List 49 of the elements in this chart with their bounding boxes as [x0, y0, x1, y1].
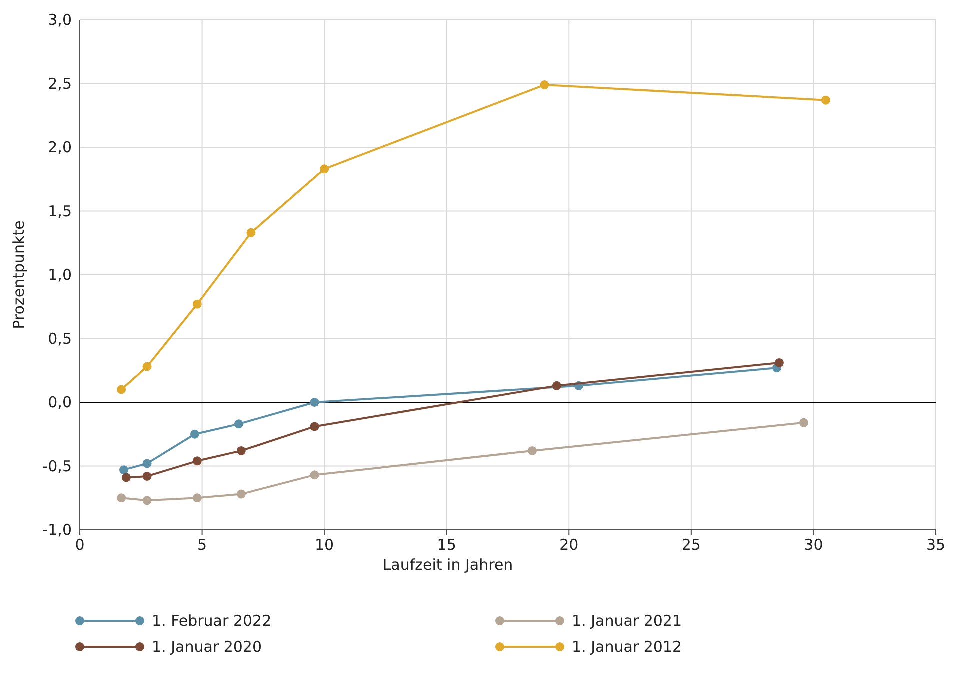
- x-tick-label: 20: [560, 536, 579, 554]
- point: [528, 446, 537, 456]
- point: [122, 473, 131, 482]
- y-tick-label: 1,5: [48, 202, 72, 220]
- legend-label: 1. Februar 2022: [152, 612, 272, 630]
- y-tick-label: -0,5: [42, 457, 72, 476]
- point: [117, 494, 126, 503]
- y-tick-label: 0,5: [48, 330, 72, 348]
- x-tick-label: 5: [198, 536, 208, 554]
- legend-label: 1. Januar 2020: [152, 638, 262, 656]
- point: [821, 96, 830, 105]
- point: [540, 80, 550, 90]
- point: [310, 422, 320, 432]
- x-tick-label: 25: [682, 536, 701, 554]
- point: [246, 228, 256, 238]
- y-tick-label: 3,0: [48, 11, 72, 29]
- point: [117, 385, 126, 394]
- point: [310, 470, 320, 480]
- y-tick-label: 2,0: [48, 138, 72, 156]
- point: [236, 490, 246, 499]
- point: [190, 430, 200, 439]
- point: [774, 358, 784, 368]
- y-tick-label: -1,0: [42, 521, 72, 539]
- point: [192, 300, 202, 309]
- point: [142, 459, 152, 468]
- x-tick-label: 0: [75, 536, 85, 554]
- x-tick-label: 15: [437, 536, 456, 554]
- point: [142, 362, 152, 372]
- legend-label: 1. Januar 2021: [572, 612, 682, 630]
- point: [192, 494, 202, 503]
- point: [320, 164, 330, 174]
- point: [310, 398, 320, 407]
- point: [142, 472, 152, 481]
- x-tick-label: 10: [315, 536, 334, 554]
- legend-label: 1. Januar 2012: [572, 638, 682, 656]
- point: [120, 466, 129, 475]
- y-tick-label: 1,0: [48, 266, 72, 284]
- point: [192, 456, 202, 466]
- x-tick-label: 30: [804, 536, 824, 554]
- y-axis-title: Prozentpunkte: [10, 220, 28, 330]
- point: [236, 446, 246, 456]
- x-tick-label: 35: [926, 536, 946, 554]
- point: [799, 418, 808, 428]
- x-axis-title: Laufzeit in Jahren: [382, 556, 514, 574]
- point: [234, 420, 244, 429]
- y-tick-label: 0,0: [48, 394, 72, 412]
- y-tick-label: 2,5: [48, 74, 72, 93]
- point: [142, 496, 152, 506]
- point: [552, 381, 562, 390]
